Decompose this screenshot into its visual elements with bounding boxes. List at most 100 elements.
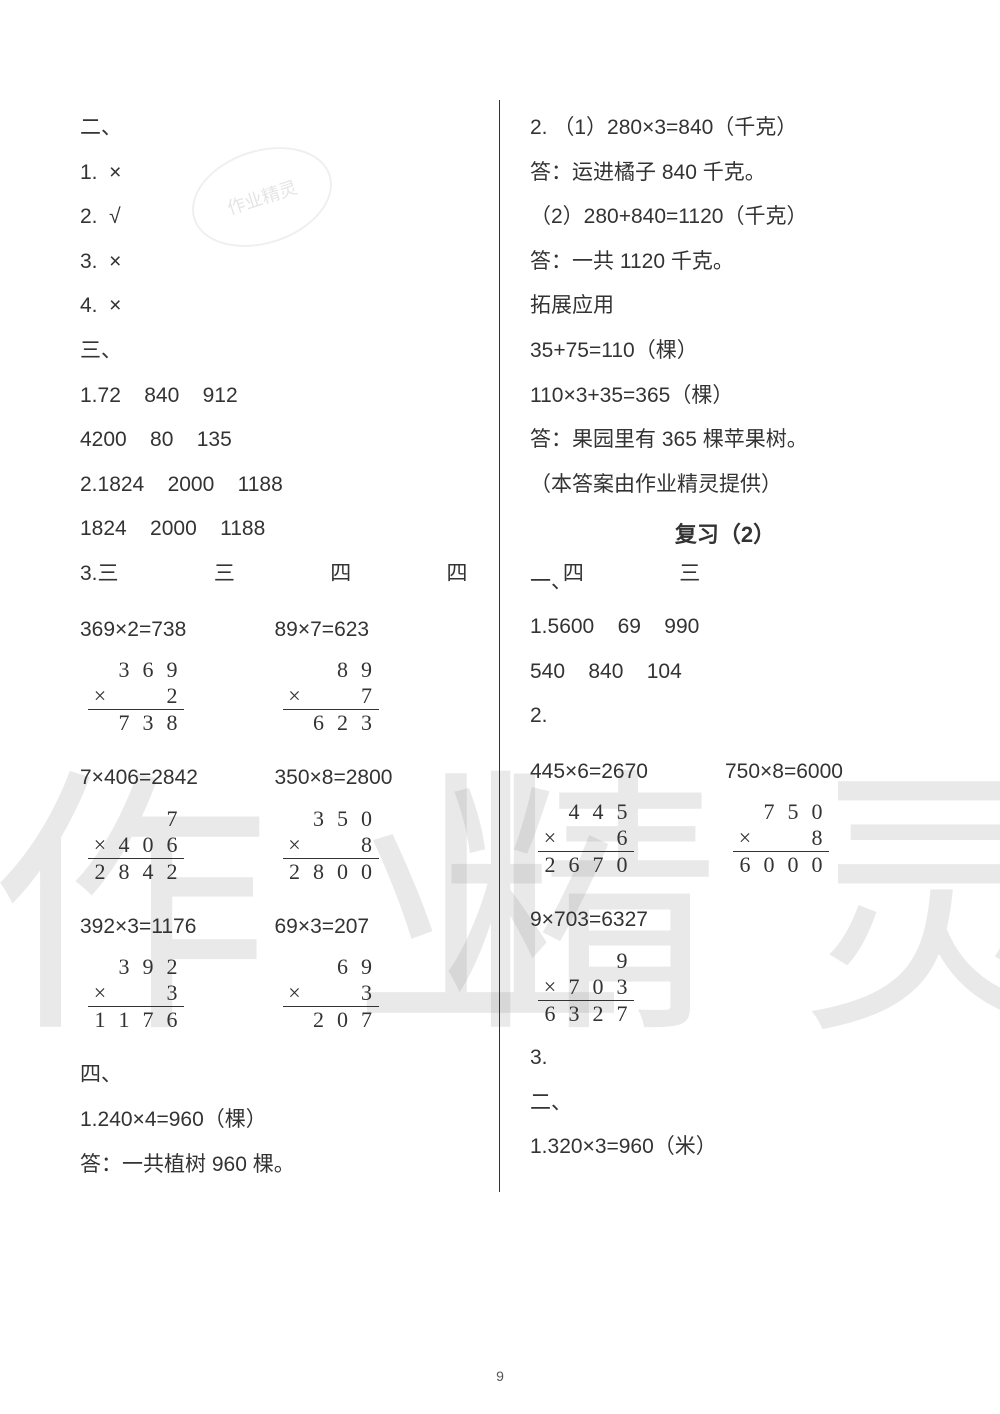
digit-cell: 8	[307, 858, 331, 885]
digit-cell: 6	[733, 852, 757, 879]
digit-cell: 3	[307, 806, 331, 832]
r8: 答：果园里有 365 棵苹果树。	[530, 423, 920, 457]
section-4-title: 四、	[80, 1058, 469, 1092]
digit-cell: 5	[610, 799, 634, 825]
section-2-title: 二、	[80, 111, 469, 145]
digit-cell	[112, 683, 136, 710]
rm3-expr: 9×703=6327	[530, 903, 920, 937]
digit-cell: 9	[610, 948, 634, 974]
digit-cell: 3	[136, 710, 160, 737]
digit-cell: 2	[88, 858, 112, 885]
digit-cell	[112, 806, 136, 832]
page-content: 二、 1. × 2. √ 3. × 4. × 三、 1.72 840 912 4…	[80, 0, 920, 1192]
page-number: 9	[496, 1368, 504, 1384]
r-s1-q2: 2.	[530, 699, 920, 733]
digit-cell: 6	[562, 852, 586, 879]
q4-1a: 1.240×4=960（棵）	[80, 1103, 469, 1137]
digit-cell	[283, 806, 307, 832]
s3-row3: 2.1824 2000 1188	[80, 468, 469, 502]
digit-cell: 4	[112, 832, 136, 859]
digit-cell	[586, 825, 610, 852]
digit-cell: 3	[160, 980, 184, 1007]
digit-cell: 8	[355, 832, 379, 859]
digit-cell: 3	[355, 710, 379, 737]
digit-cell	[136, 683, 160, 710]
r4: 答：一共 1120 千克。	[530, 245, 920, 279]
m4-expr: 350×8=2800	[275, 761, 470, 795]
digit-cell: ×	[88, 832, 112, 859]
digit-cell: 7	[112, 710, 136, 737]
digit-cell	[733, 799, 757, 825]
digit-cell: 3	[610, 974, 634, 1001]
digit-cell: 6	[538, 1000, 562, 1027]
review-title: 复习（2）	[530, 517, 920, 549]
digit-cell: 9	[355, 657, 379, 683]
digit-cell: 3	[112, 954, 136, 980]
digit-cell: 6	[331, 954, 355, 980]
s3-row2: 4200 80 135	[80, 423, 469, 457]
digit-cell: 3	[112, 657, 136, 683]
digit-cell: 0	[136, 832, 160, 859]
digit-cell: 0	[757, 852, 781, 879]
digit-cell: 3	[562, 1000, 586, 1027]
digit-cell: 0	[331, 1007, 355, 1034]
digit-cell: 7	[136, 1007, 160, 1034]
digit-cell: 6	[610, 825, 634, 852]
digit-cell: 2	[160, 683, 184, 710]
digit-cell: ×	[88, 683, 112, 710]
r1: 2. （1）280×3=840（千克）	[530, 111, 920, 145]
digit-cell: 2	[586, 1000, 610, 1027]
digit-cell: 0	[355, 806, 379, 832]
digit-cell: 2	[283, 858, 307, 885]
tf-4: 4. ×	[80, 289, 469, 323]
digit-cell: 7	[757, 799, 781, 825]
digit-cell	[331, 683, 355, 710]
digit-cell	[136, 806, 160, 832]
digit-cell	[538, 799, 562, 825]
m6-work: 69×3207	[283, 954, 379, 1033]
r6: 35+75=110（棵）	[530, 334, 920, 368]
digit-cell: 6	[160, 832, 184, 859]
r3: （2）280+840=1120（千克）	[530, 200, 920, 234]
digit-cell: 6	[307, 710, 331, 737]
digit-cell: 1	[112, 1007, 136, 1034]
r-s2-1: 1.320×3=960（米）	[530, 1130, 920, 1164]
m1-work: 369×2738	[88, 657, 184, 736]
r5: 拓展应用	[530, 289, 920, 323]
digit-cell: 4	[136, 858, 160, 885]
digit-cell	[283, 710, 307, 737]
digit-cell: 4	[586, 799, 610, 825]
digit-cell	[781, 825, 805, 852]
digit-cell: 9	[136, 954, 160, 980]
digit-cell: 9	[355, 954, 379, 980]
tf-1: 1. ×	[80, 156, 469, 190]
rm1-expr: 445×6=2670	[530, 755, 725, 789]
digit-cell: 7	[355, 1007, 379, 1034]
digit-cell	[283, 657, 307, 683]
digit-cell: 0	[355, 858, 379, 885]
digit-cell: 7	[160, 806, 184, 832]
digit-cell	[307, 954, 331, 980]
r7: 110×3+35=365（棵）	[530, 379, 920, 413]
digit-cell: 8	[331, 657, 355, 683]
s3-row1: 1.72 840 912	[80, 379, 469, 413]
digit-cell	[307, 657, 331, 683]
r-s1-row1: 1.5600 69 990	[530, 610, 920, 644]
r-s1-row2: 540 840 104	[530, 655, 920, 689]
r-sec2-title: 二、	[530, 1086, 920, 1120]
digit-cell	[88, 710, 112, 737]
digit-cell: ×	[283, 832, 307, 859]
tf-3: 3. ×	[80, 245, 469, 279]
left-column: 二、 1. × 2. √ 3. × 4. × 三、 1.72 840 912 4…	[80, 100, 500, 1192]
digit-cell	[136, 980, 160, 1007]
digit-cell: 0	[781, 852, 805, 879]
r-s1-q3: 3.	[530, 1041, 920, 1075]
rm2-expr: 750×8=6000	[725, 755, 920, 789]
digit-cell: ×	[538, 974, 562, 1001]
digit-cell	[757, 825, 781, 852]
digit-cell: ×	[538, 825, 562, 852]
digit-cell	[283, 1007, 307, 1034]
rm1-work: 445×62670	[538, 799, 634, 878]
digit-cell: 6	[160, 1007, 184, 1034]
m3-work: 7×4062842	[88, 806, 184, 885]
